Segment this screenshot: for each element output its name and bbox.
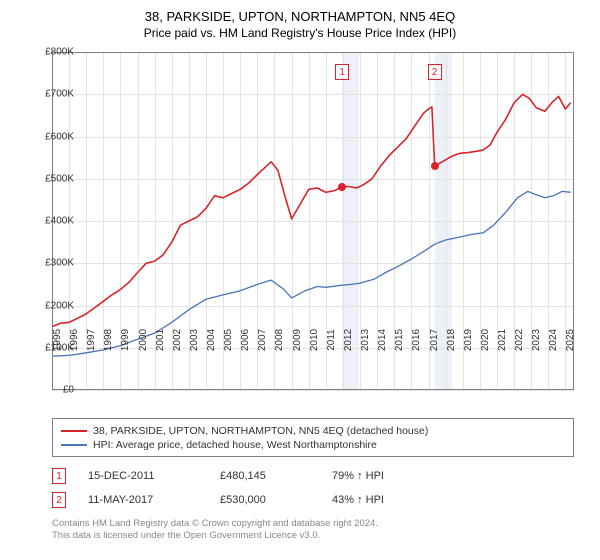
x-axis-label: 2015 bbox=[394, 329, 405, 351]
x-axis-label: 2009 bbox=[292, 329, 303, 351]
sale-date: 15-DEC-2011 bbox=[88, 470, 198, 482]
x-axis-label: 2014 bbox=[377, 329, 388, 351]
x-axis-label: 2010 bbox=[309, 329, 320, 351]
x-axis-label: 2006 bbox=[240, 329, 251, 351]
x-axis-label: 2002 bbox=[172, 329, 183, 351]
legend-row: 38, PARKSIDE, UPTON, NORTHAMPTON, NN5 4E… bbox=[61, 424, 565, 438]
sale-price: £530,000 bbox=[220, 494, 310, 506]
x-axis-label: 1995 bbox=[52, 329, 63, 351]
x-axis-label: 2000 bbox=[138, 329, 149, 351]
x-axis-label: 2023 bbox=[531, 329, 542, 351]
x-axis-label: 2005 bbox=[223, 329, 234, 351]
legend-label-property: 38, PARKSIDE, UPTON, NORTHAMPTON, NN5 4E… bbox=[93, 425, 428, 437]
y-axis-label: £400K bbox=[45, 216, 74, 227]
sale-table-marker: 2 bbox=[52, 492, 66, 508]
sale-vs-hpi: 43% ↑ HPI bbox=[332, 494, 432, 506]
sale-table-row: 2 11-MAY-2017 £530,000 43% ↑ HPI bbox=[52, 488, 574, 512]
x-axis-label: 2024 bbox=[548, 329, 559, 351]
chart-subtitle: Price paid vs. HM Land Registry's House … bbox=[0, 26, 600, 44]
legend-swatch-property bbox=[61, 430, 87, 432]
chart-legend: 38, PARKSIDE, UPTON, NORTHAMPTON, NN5 4E… bbox=[52, 418, 574, 457]
sale-date: 11-MAY-2017 bbox=[88, 494, 198, 506]
sale-table-row: 1 15-DEC-2011 £480,145 79% ↑ HPI bbox=[52, 464, 574, 488]
y-axis-label: £500K bbox=[45, 173, 74, 184]
legend-swatch-hpi bbox=[61, 444, 87, 446]
x-axis-label: 1998 bbox=[103, 329, 114, 351]
gridline-h bbox=[52, 390, 574, 391]
x-axis-label: 2018 bbox=[446, 329, 457, 351]
x-axis-label: 2007 bbox=[257, 329, 268, 351]
x-axis-label: 2017 bbox=[429, 329, 440, 351]
x-axis-label: 2016 bbox=[411, 329, 422, 351]
y-axis-label: £700K bbox=[45, 89, 74, 100]
x-axis-label: 1997 bbox=[86, 329, 97, 351]
sales-table: 1 15-DEC-2011 £480,145 79% ↑ HPI 2 11-MAY-201… bbox=[52, 464, 574, 512]
x-axis-label: 2022 bbox=[514, 329, 525, 351]
x-axis-label: 2025 bbox=[565, 329, 576, 351]
y-axis-label: £0 bbox=[63, 385, 74, 396]
x-axis-label: 2003 bbox=[189, 329, 200, 351]
x-axis-label: 2001 bbox=[155, 329, 166, 351]
x-axis-label: 2019 bbox=[463, 329, 474, 351]
x-axis-label: 2021 bbox=[497, 329, 508, 351]
footnote-line-2: This data is licensed under the Open Gov… bbox=[52, 530, 574, 542]
x-axis-label: 2012 bbox=[343, 329, 354, 351]
x-axis-label: 2004 bbox=[206, 329, 217, 351]
x-axis-label: 2013 bbox=[360, 329, 371, 351]
y-axis-label: £800K bbox=[45, 47, 74, 58]
legend-row: HPI: Average price, detached house, West… bbox=[61, 438, 565, 452]
x-axis-label: 1996 bbox=[69, 329, 80, 351]
footnote: Contains HM Land Registry data © Crown c… bbox=[52, 518, 574, 543]
sale-vs-hpi: 79% ↑ HPI bbox=[332, 470, 432, 482]
footnote-line-1: Contains HM Land Registry data © Crown c… bbox=[52, 518, 574, 530]
chart-title: 38, PARKSIDE, UPTON, NORTHAMPTON, NN5 4E… bbox=[0, 0, 600, 26]
sale-price: £480,145 bbox=[220, 470, 310, 482]
sale-table-marker: 1 bbox=[52, 468, 66, 484]
y-axis-label: £300K bbox=[45, 258, 74, 269]
legend-label-hpi: HPI: Average price, detached house, West… bbox=[93, 439, 377, 451]
x-axis-label: 2008 bbox=[274, 329, 285, 351]
y-axis-label: £600K bbox=[45, 131, 74, 142]
x-axis-label: 2020 bbox=[480, 329, 491, 351]
x-axis-label: 2011 bbox=[326, 329, 337, 351]
y-axis-label: £200K bbox=[45, 300, 74, 311]
x-axis-label: 1999 bbox=[120, 329, 131, 351]
